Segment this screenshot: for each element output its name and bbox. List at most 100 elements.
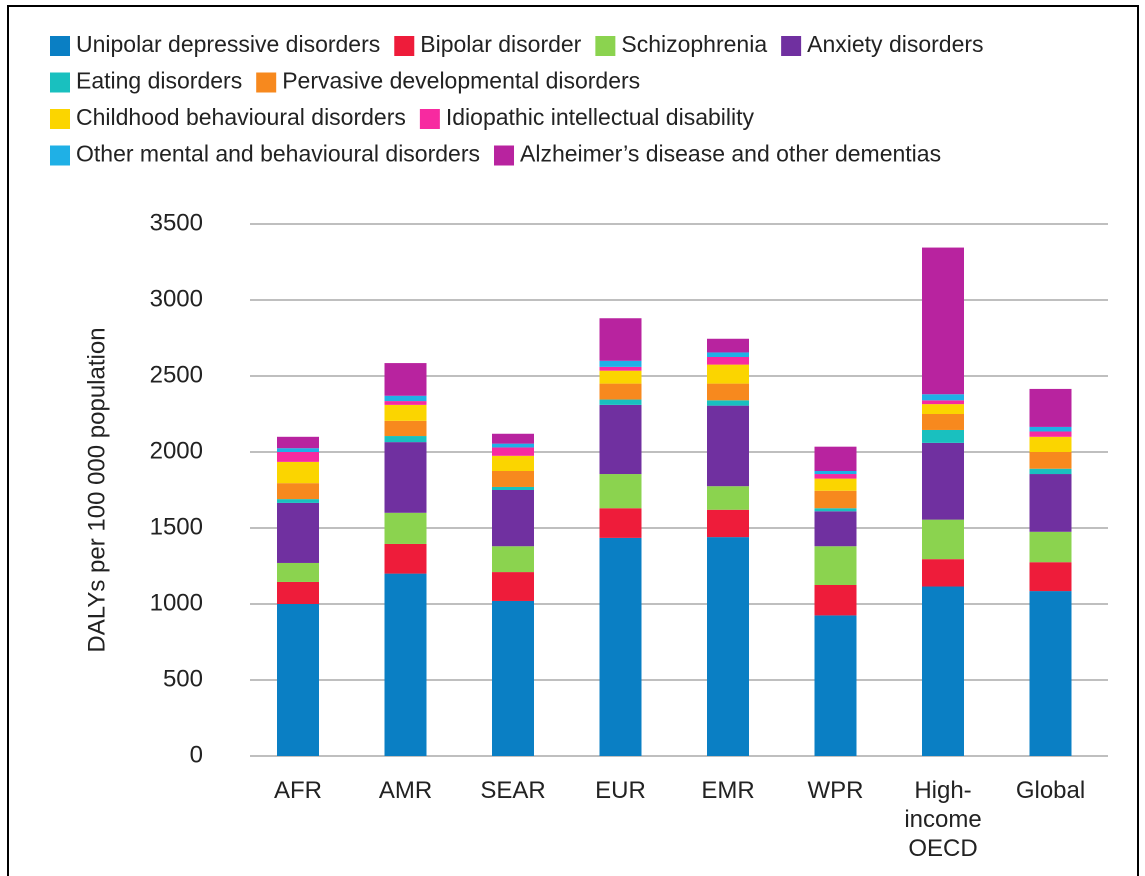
bar-segment xyxy=(814,478,857,491)
bar-segment xyxy=(384,543,427,574)
bar-segment xyxy=(1029,426,1072,432)
bar-segment xyxy=(492,455,534,471)
x-tick-label: AMR xyxy=(378,777,433,804)
y-tick-label: 3000 xyxy=(150,285,203,312)
bar-segment xyxy=(814,585,857,616)
bar-segment xyxy=(1029,531,1072,563)
y-tick-label: 2000 xyxy=(150,437,203,464)
bar-segment xyxy=(922,247,964,395)
legend-label: Pervasive developmental disorders xyxy=(282,68,640,94)
legend-label: Anxiety disorders xyxy=(807,31,983,57)
bar-segment xyxy=(599,399,642,405)
bar-segment xyxy=(1029,431,1072,437)
legend-swatch xyxy=(781,36,802,56)
bar-segment xyxy=(814,511,857,547)
frame xyxy=(7,5,1139,876)
bar-segment xyxy=(492,433,534,444)
bar-segment xyxy=(599,537,642,756)
bar-segment xyxy=(1029,388,1072,427)
legend-label: Eating disorders xyxy=(76,68,242,94)
legend-label: Schizophrenia xyxy=(621,31,767,57)
bar-segment xyxy=(707,509,749,538)
bar-segment xyxy=(814,471,857,475)
bar-segment xyxy=(814,474,857,479)
bar-segment xyxy=(492,447,534,456)
bar-segment xyxy=(277,562,319,582)
bar-segment xyxy=(599,366,642,371)
bar-segment xyxy=(384,395,427,402)
bar-segment xyxy=(922,394,964,401)
bar-segment xyxy=(707,338,749,353)
bar-segment xyxy=(492,471,534,487)
legend-swatch xyxy=(256,72,277,93)
bar-segment xyxy=(922,442,964,520)
bar-segment xyxy=(707,486,749,510)
legend-swatch xyxy=(494,145,515,166)
bar-segment xyxy=(707,400,749,406)
bar-segment xyxy=(599,404,642,475)
bar-segment xyxy=(277,461,319,484)
bar-segment xyxy=(922,400,964,405)
bar-segment xyxy=(707,537,749,756)
bar-segment xyxy=(707,405,749,487)
bar-segment xyxy=(1029,436,1072,452)
bar-segment xyxy=(277,436,319,449)
bar-segment xyxy=(922,404,964,414)
bar-segment xyxy=(599,508,642,538)
bar-segment xyxy=(384,401,427,405)
bar-segment xyxy=(384,512,427,544)
bar-segment xyxy=(707,357,749,365)
bar-segment xyxy=(277,581,319,604)
bar-segment xyxy=(707,383,749,401)
legend-swatch xyxy=(50,36,70,56)
bar-segment xyxy=(492,490,534,547)
bar-segment xyxy=(814,446,857,471)
bar-segment xyxy=(814,508,857,512)
legend-label: Bipolar disorder xyxy=(420,31,581,57)
bar-segment xyxy=(384,442,427,513)
legend-label: Idiopathic intellectual disability xyxy=(446,104,755,130)
x-tick-label: EMR xyxy=(701,777,755,804)
bar-segment xyxy=(922,429,964,443)
legend-label: Childhood behavioural disorders xyxy=(76,104,406,130)
bar-segment xyxy=(599,383,642,400)
x-tick-label: EUR xyxy=(595,777,646,804)
legend-label: Unipolar depressive disorders xyxy=(76,31,380,57)
bar-segment xyxy=(492,546,534,573)
x-tick-label: Global xyxy=(1015,777,1086,804)
legend-swatch xyxy=(595,36,616,56)
y-tick-label: 1500 xyxy=(150,513,203,540)
bar-segment xyxy=(814,546,857,585)
legend-swatch xyxy=(50,109,70,129)
bar-segment xyxy=(599,474,642,509)
x-tick-label: AFR xyxy=(274,777,322,804)
legend-swatch xyxy=(419,109,440,129)
y-tick-label: 1000 xyxy=(150,589,203,616)
y-tick-label: 3500 xyxy=(150,209,203,236)
bar-segment xyxy=(492,486,534,490)
bar-segment xyxy=(922,414,964,430)
bar-segment xyxy=(599,360,642,367)
x-tick-label: High-income OECD xyxy=(904,777,982,862)
legend-label: Other mental and behavioural disorders xyxy=(76,141,480,167)
bar-segment xyxy=(384,436,427,443)
bar-segment xyxy=(384,404,427,421)
legend-swatch xyxy=(50,72,70,93)
y-axis-label: DALYs per 100 000 population xyxy=(83,327,110,652)
bar-segment xyxy=(492,443,534,448)
legend-swatch xyxy=(394,36,415,56)
bar-segment xyxy=(707,364,749,384)
bar-segment xyxy=(599,370,642,384)
legend-swatch xyxy=(50,145,70,166)
bar-segment xyxy=(277,483,319,500)
bar-segment xyxy=(1029,474,1072,532)
bar-segment xyxy=(384,573,427,756)
bar-segment xyxy=(922,559,964,587)
y-tick-label: 500 xyxy=(163,665,203,692)
bar-segment xyxy=(1029,591,1072,756)
bar-segment xyxy=(492,572,534,601)
y-tick-label: 2500 xyxy=(150,361,203,388)
bar-segment xyxy=(1029,452,1072,469)
bar-segment xyxy=(922,519,964,560)
